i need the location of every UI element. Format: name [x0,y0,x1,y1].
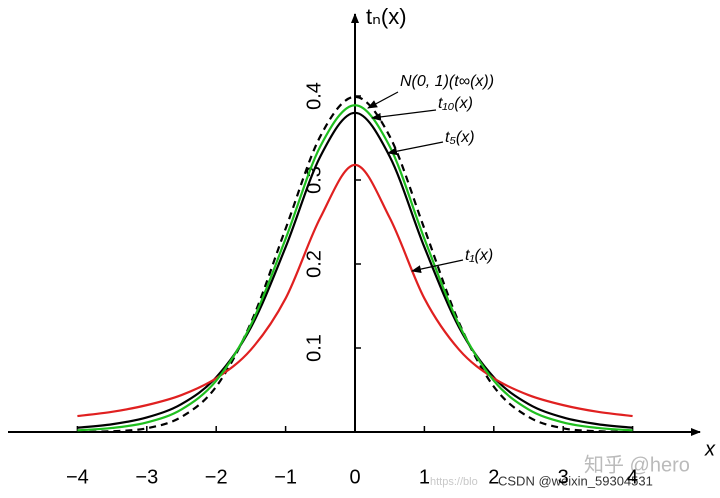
x-tick-label: 4 [627,466,638,488]
x-tick-label: −4 [66,466,89,488]
watermark: CSDN @weixin_59304531 [498,473,653,488]
watermark: 知乎 @hero [584,453,690,476]
x-tick-label: 3 [558,466,569,488]
x-tick-label: 2 [488,466,499,488]
annotation-arrow [367,91,399,109]
series-line [77,163,633,418]
series-line [77,95,633,434]
series-annotation: t₁(x) [465,247,493,264]
series-annotation: t₅(x) [445,129,475,146]
annotation-arrow [411,259,464,274]
series-line [77,111,633,429]
y-tick-label: 0.2 [303,250,325,278]
x-axis-label: x [704,438,716,460]
series-annotation: N(0, 1)(t∞(x)) [400,73,494,90]
y-axis-label: tₙ(x) [366,4,407,29]
x-tick-label: 0 [349,466,360,488]
watermark: https://blo [430,476,478,488]
y-tick-label: 0.1 [303,334,325,362]
x-tick-label: −2 [205,466,228,488]
series-line [77,104,633,432]
x-tick-label: −3 [135,466,158,488]
annotation-arrow [371,109,437,121]
annotation-arrow [387,141,444,156]
y-tick-label: 0.4 [303,82,325,110]
x-tick-label: −1 [274,466,297,488]
x-tick-label: 1 [419,466,430,488]
series-annotation: t₁₀(x) [438,95,473,112]
